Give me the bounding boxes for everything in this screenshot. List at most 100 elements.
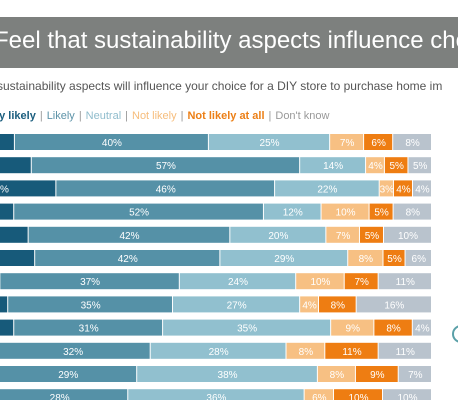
bar-value-label: 42% bbox=[118, 254, 138, 265]
bar-value-label: 35% bbox=[81, 300, 101, 311]
bar-segment bbox=[383, 389, 431, 400]
bar-segment bbox=[317, 366, 355, 382]
bar-segment bbox=[220, 250, 348, 266]
bar-segment bbox=[14, 319, 163, 336]
bar-value-label: 7% bbox=[354, 277, 369, 288]
bar-segment bbox=[0, 250, 35, 266]
bar-segment bbox=[325, 342, 378, 359]
bar-value-label: 8% bbox=[331, 300, 346, 311]
bar-segment bbox=[304, 389, 334, 400]
bar-value-label: 8% bbox=[406, 208, 421, 219]
legend-separator: | bbox=[39, 110, 43, 122]
bar-segment bbox=[286, 342, 325, 359]
bar-value-label: 8% bbox=[359, 254, 374, 265]
chart-title-bar: Feel that sustainability aspects influen… bbox=[0, 17, 458, 68]
bar-value-label: 6% bbox=[412, 254, 427, 265]
bar-value-label: 20% bbox=[268, 231, 288, 242]
bar-segment bbox=[318, 296, 356, 313]
bar-segment bbox=[393, 134, 431, 150]
bar-value-label: 28% bbox=[209, 347, 229, 358]
bar-value-label: 10% bbox=[336, 208, 356, 219]
bar-segment bbox=[137, 366, 317, 382]
bar-segment bbox=[0, 226, 28, 243]
bar-segment bbox=[0, 342, 150, 359]
legend-item: Likely bbox=[46, 110, 75, 122]
bar-segment bbox=[405, 250, 431, 266]
bar-segment bbox=[364, 134, 393, 150]
legend-item: Neutral bbox=[85, 110, 122, 122]
bar-segment bbox=[366, 157, 384, 174]
bar-segment bbox=[378, 342, 431, 359]
bar-value-label: 11% bbox=[342, 347, 361, 358]
bar-value-label: 29% bbox=[58, 370, 78, 381]
bar-value-label: 4% bbox=[302, 300, 317, 311]
bar-segment bbox=[0, 366, 137, 382]
bar-value-label: 5% bbox=[365, 231, 380, 242]
bar-segment bbox=[296, 273, 344, 290]
bar-segment bbox=[31, 157, 300, 174]
bar-segment bbox=[359, 226, 383, 243]
bar-segment bbox=[412, 180, 431, 197]
legend-separator: | bbox=[180, 110, 184, 122]
bar-segment bbox=[412, 319, 431, 336]
bar-value-label: 8% bbox=[299, 347, 314, 358]
bar-value-label: 24% bbox=[228, 277, 248, 288]
bar-value-label: 6% bbox=[371, 138, 386, 149]
bar-segment bbox=[383, 250, 405, 266]
bar-value-label: 6% bbox=[312, 393, 327, 400]
bar-segment bbox=[374, 319, 412, 336]
bar-value-label: 8% bbox=[330, 370, 345, 381]
bar-segment bbox=[28, 226, 230, 243]
bar-segment bbox=[56, 180, 275, 197]
bar-value-label: 28% bbox=[50, 393, 70, 400]
chart-title: Feel that sustainability aspects influen… bbox=[0, 27, 458, 54]
bar-value-label: 46% bbox=[156, 184, 176, 195]
bar-segment bbox=[150, 342, 286, 359]
bar-value-label: 10% bbox=[349, 393, 369, 400]
bar-segment bbox=[14, 203, 263, 220]
bar-value-label: 3% bbox=[0, 184, 9, 195]
bar-segment bbox=[179, 273, 296, 290]
legend: Very likely|Likely|Neutral|Not likely|No… bbox=[0, 110, 329, 122]
bar-segment bbox=[369, 203, 393, 220]
bar-segment bbox=[14, 134, 208, 150]
bar-value-label: 8% bbox=[386, 324, 401, 335]
bar-segment bbox=[300, 296, 318, 313]
bar-segment bbox=[0, 157, 31, 174]
bar-value-label: 42% bbox=[119, 231, 139, 242]
bar-segment bbox=[275, 180, 379, 197]
bar-segment bbox=[0, 273, 179, 290]
bar-value-label: 12% bbox=[283, 208, 303, 219]
bar-segment bbox=[0, 203, 14, 220]
bar-segment bbox=[383, 226, 431, 243]
bar-segment bbox=[0, 319, 14, 336]
bar-value-label: 14% bbox=[323, 161, 343, 172]
bar-value-label: 3% bbox=[380, 184, 395, 195]
bar-segment bbox=[348, 250, 383, 266]
legend-separator: | bbox=[125, 110, 128, 122]
bar-segment bbox=[35, 250, 220, 266]
bar-value-label: 4% bbox=[415, 324, 430, 335]
bar-value-label: 5% bbox=[389, 161, 404, 172]
bar-value-label: 5% bbox=[374, 208, 389, 219]
bar-value-label: 9% bbox=[346, 324, 361, 335]
bar-value-label: 36% bbox=[206, 393, 226, 400]
bar-segment bbox=[0, 180, 56, 197]
bar-segment bbox=[0, 389, 128, 400]
bar-value-label: 27% bbox=[227, 300, 247, 311]
bar-segment bbox=[0, 134, 14, 150]
chart-subtitle: sustainability aspects will influence yo… bbox=[0, 79, 443, 93]
legend-separator: | bbox=[78, 110, 82, 122]
bar-segment bbox=[330, 134, 364, 150]
bar-value-label: 22% bbox=[317, 184, 337, 195]
bar-segment bbox=[379, 180, 393, 197]
bar-segment bbox=[355, 366, 398, 382]
legend-item: Not likely bbox=[132, 110, 177, 122]
bar-segment bbox=[321, 203, 369, 220]
bar-segment bbox=[378, 273, 431, 290]
bar-segment bbox=[334, 389, 383, 400]
legend-item: Very likely bbox=[0, 110, 36, 122]
bar-segment bbox=[408, 157, 431, 174]
bar-value-label: 37% bbox=[80, 277, 100, 288]
